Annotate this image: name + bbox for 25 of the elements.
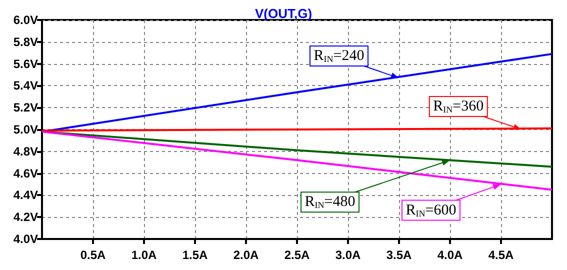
x-tick-label: 4.5A <box>488 248 514 262</box>
x-tick-label: 3.0A <box>335 248 361 262</box>
y-tick-label: 4.8V <box>13 144 38 158</box>
y-tick-label: 4.2V <box>13 210 38 224</box>
y-tick-label: 4.4V <box>13 188 38 202</box>
annotation: RIN=240 <box>314 48 364 64</box>
y-tick-label: 5.6V <box>13 56 38 71</box>
y-tick-label: 5.8V <box>13 34 38 49</box>
annotation: RIN=600 <box>406 202 456 218</box>
x-tick-label: 2.0A <box>233 248 259 262</box>
annotation: RIN=360 <box>433 98 484 114</box>
y-tick-label: 4.6V <box>13 166 38 180</box>
x-tick-label: 1.0A <box>131 248 157 262</box>
y-tick-label: 5.2V <box>13 100 38 115</box>
y-tick-label: 4.0V <box>13 232 38 246</box>
x-tick-label: 1.5A <box>182 248 208 262</box>
x-tick-label: 2.5A <box>284 248 310 262</box>
y-tick-label: 5.4V <box>13 78 38 93</box>
chart-title: V(OUT,G) <box>254 6 312 21</box>
x-tick-label: 0.5A <box>80 248 106 262</box>
y-tick-label: 5.0V <box>13 122 38 136</box>
annotation: RIN=480 <box>304 194 356 210</box>
x-tick-label: 3.5A <box>386 248 412 262</box>
x-tick-label: 4.0A <box>437 248 463 262</box>
y-tick-label: 6.0V <box>13 13 38 27</box>
